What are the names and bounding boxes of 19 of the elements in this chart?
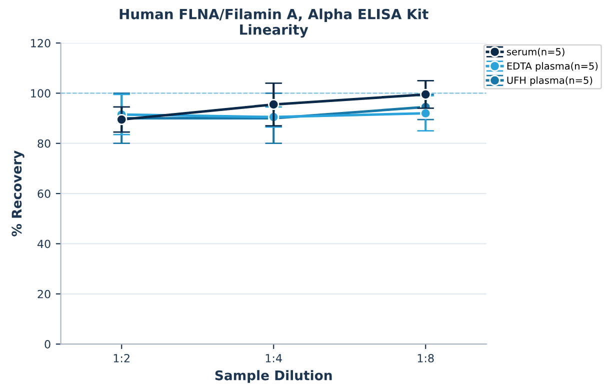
x-axis-title: Sample Dilution (215, 370, 332, 383)
point (420, 108, 432, 119)
y-tick-label: 120 (31, 38, 50, 48)
y-tick-label: 0 (44, 340, 50, 348)
y-tick-label: 100 (31, 89, 50, 98)
legend-label: serum(n=5) (506, 48, 564, 57)
y-tick-label: 40 (37, 240, 50, 248)
legend-label: UFH plasma(n=5) (507, 76, 592, 86)
x-tick-label: 1:2 (114, 354, 130, 362)
point (268, 98, 280, 110)
x-tick-label: 1:8 (418, 354, 434, 362)
y-axis-title: % Recovery (12, 150, 24, 236)
chart-title: Human FLNA/Filamin A, Alpha ELISA Kit Linearity (120, 8, 428, 38)
y-tick-label: 60 (38, 190, 50, 198)
y-tick-label: 80 (38, 139, 50, 148)
legend-label: EDTA plasma(n=5) (507, 62, 598, 72)
point (420, 88, 432, 100)
y-tick-label: 20 (38, 290, 50, 298)
x-tick-label: 1:4 (266, 354, 282, 362)
